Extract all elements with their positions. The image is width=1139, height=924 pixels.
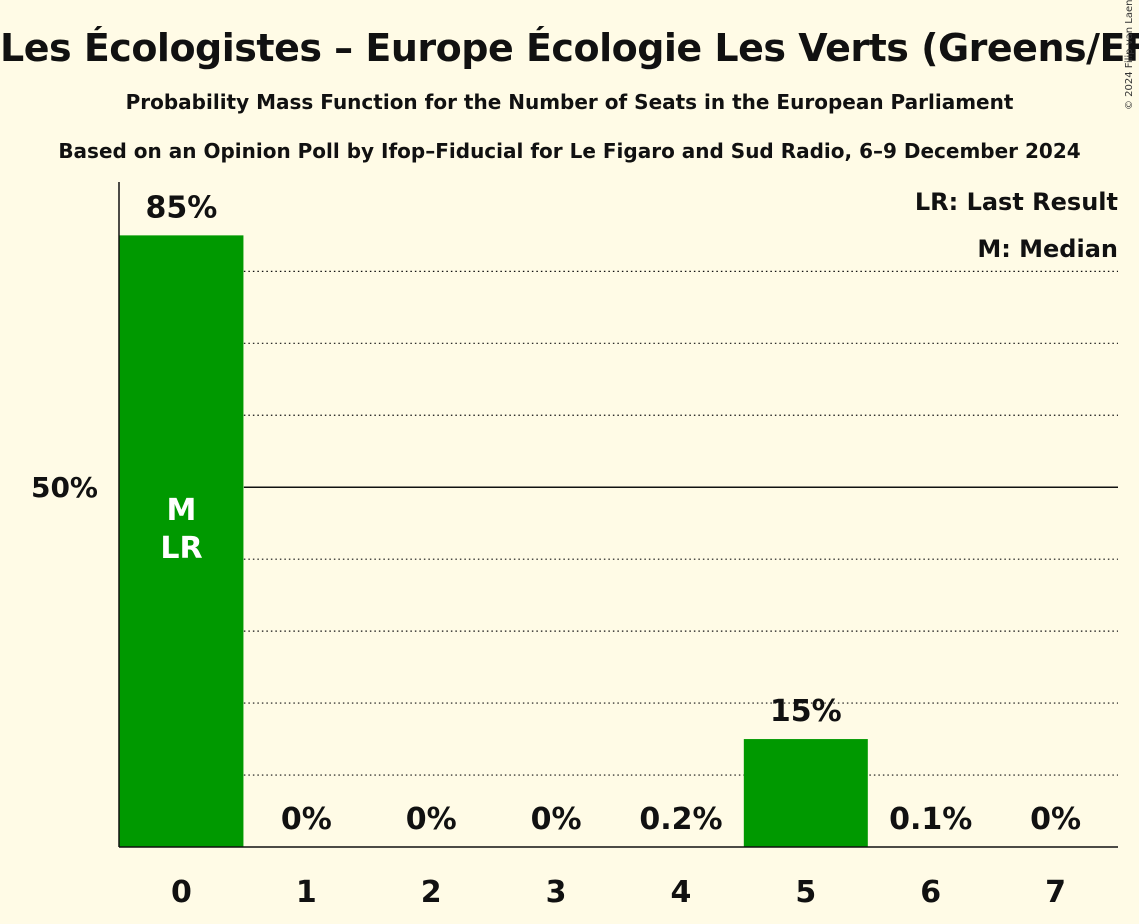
x-tick-label: 0 bbox=[171, 875, 192, 910]
bar-annotation: M bbox=[167, 493, 197, 528]
x-tick-label: 2 bbox=[421, 875, 442, 910]
chart-source: Based on an Opinion Poll by Ifop–Fiducia… bbox=[58, 139, 1081, 163]
x-tick-label: 6 bbox=[920, 875, 941, 910]
bar bbox=[119, 235, 244, 847]
legend-entry: LR: Last Result bbox=[915, 188, 1118, 216]
x-tick-label: 1 bbox=[296, 875, 317, 910]
x-tick-label: 3 bbox=[546, 875, 567, 910]
data-label: 0% bbox=[531, 802, 582, 837]
legend-entry: M: Median bbox=[977, 235, 1118, 263]
bar-annotation: LR bbox=[160, 531, 202, 566]
chart-subtitle: Probability Mass Function for the Number… bbox=[125, 90, 1014, 114]
data-label: 0% bbox=[406, 802, 457, 837]
data-label: 0% bbox=[1030, 802, 1081, 837]
data-label: 0.1% bbox=[889, 802, 972, 837]
bar bbox=[743, 739, 868, 847]
data-label: 0% bbox=[281, 802, 332, 837]
x-tick-label: 5 bbox=[795, 875, 816, 910]
x-tick-label: 7 bbox=[1045, 875, 1066, 910]
x-tick-label: 4 bbox=[671, 875, 692, 910]
chart-title: Les Écologistes – Europe Écologie Les Ve… bbox=[0, 26, 1139, 70]
data-label: 85% bbox=[146, 190, 218, 225]
data-label: 0.2% bbox=[639, 802, 722, 837]
data-label: 15% bbox=[770, 694, 842, 729]
y-tick-label: 50% bbox=[31, 471, 98, 504]
